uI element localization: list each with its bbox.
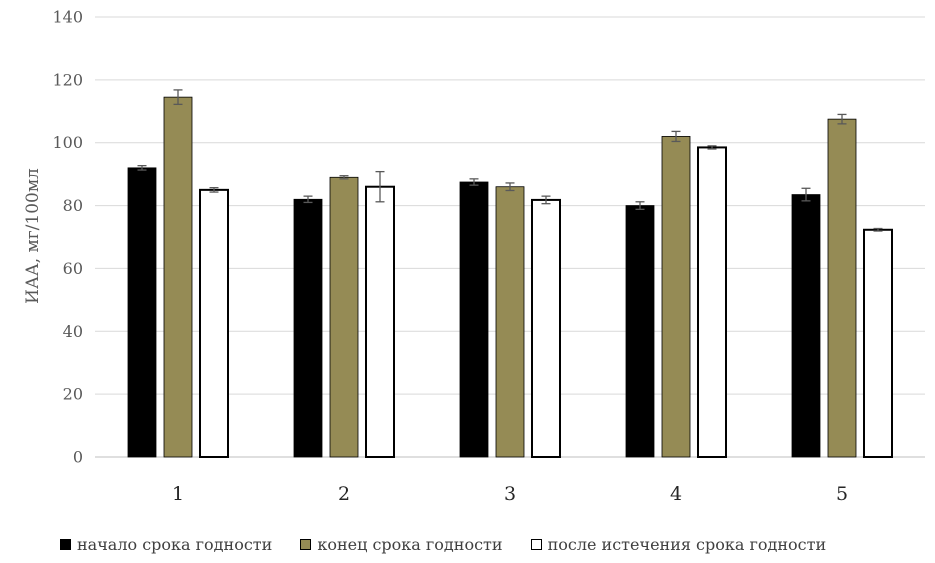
bar <box>459 181 489 458</box>
x-tick-labels: 1 2 3 4 5 <box>172 483 848 505</box>
x-tick-label: 3 <box>504 483 516 505</box>
x-tick-label: 5 <box>836 483 848 505</box>
bar <box>531 198 561 459</box>
bar <box>329 176 359 458</box>
legend: начало срока годности конец срока годност… <box>60 535 920 554</box>
y-tick-label: 140 <box>52 8 83 27</box>
y-tick-label: 40 <box>63 322 83 341</box>
bar <box>127 167 157 458</box>
legend-item: конец срока годности <box>300 535 503 554</box>
y-tick-label: 20 <box>63 385 83 404</box>
bar <box>827 118 857 458</box>
x-tick-label: 1 <box>172 483 184 505</box>
y-tick-label: 100 <box>52 133 83 152</box>
bar <box>163 96 193 458</box>
error-bars <box>137 89 883 232</box>
legend-swatch <box>60 539 71 550</box>
bars <box>127 96 893 459</box>
y-tick-label: 0 <box>73 448 83 467</box>
legend-item: начало срока годности <box>60 535 272 554</box>
bar <box>199 188 229 458</box>
bar <box>791 194 821 458</box>
bar <box>863 228 893 458</box>
legend-item: после истечения срока годности <box>530 535 827 554</box>
bar <box>625 205 655 458</box>
legend-label: начало срока годности <box>77 535 273 554</box>
y-tick-labels: 0 20 40 60 80 100 120 140 <box>52 8 83 467</box>
x-tick-label: 4 <box>670 483 682 505</box>
bar <box>293 198 323 458</box>
bar <box>495 186 525 458</box>
bar <box>365 185 395 458</box>
legend-label: после истечения срока годности <box>547 535 827 554</box>
bar <box>661 136 691 458</box>
y-tick-label: 60 <box>63 259 83 278</box>
y-tick-label: 80 <box>63 196 83 215</box>
legend-swatch <box>530 539 542 550</box>
y-tick-label: 120 <box>52 70 83 89</box>
legend-label: конец срока годности <box>317 535 503 554</box>
bar <box>697 146 727 459</box>
legend-swatch <box>300 539 312 550</box>
x-tick-label: 2 <box>338 483 350 505</box>
y-axis-label: ИАА, мг/100мл <box>23 168 43 304</box>
